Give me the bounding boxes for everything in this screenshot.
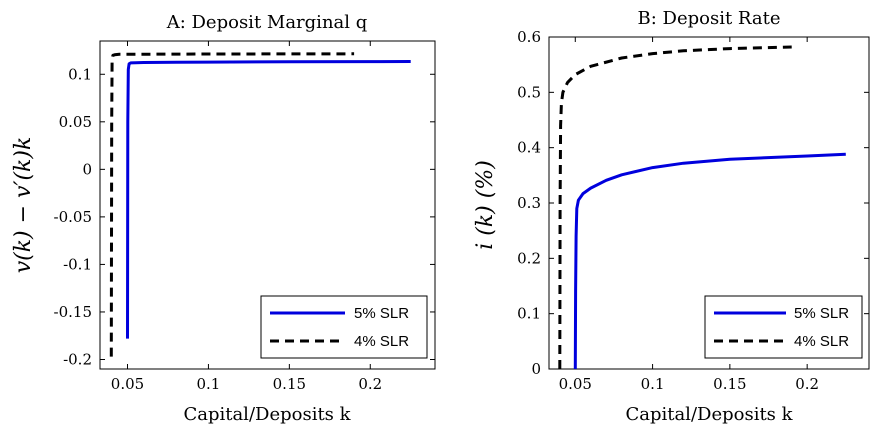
- panel-a-ytick-label: 0.05: [59, 113, 92, 131]
- panel-a-ytick-label: -0.1: [63, 255, 92, 273]
- panel-a-xtick-label: 0.1: [197, 375, 221, 393]
- panel-b-xtick-label: 0.15: [713, 375, 746, 393]
- panel-a-ytick-label: -0.05: [54, 208, 92, 226]
- panel-b-xlabel: Capital/Deposits k: [625, 404, 793, 425]
- panel-b-ytick-label: 0.3: [517, 194, 541, 212]
- panel-a-legend-box: [260, 295, 428, 359]
- panel-b-ytick-label: 0.4: [517, 139, 541, 157]
- panel-b-series-5slr: [573, 152, 846, 370]
- panel-a-ylabel: v(k) − v′(k)k: [11, 137, 36, 274]
- panel-b: 0.05 0.1 0.15 0.2 0 0.1 0.2 0.3 0.4 0.5 0.6 B: Dep…: [473, 8, 870, 425]
- panel-a-legend-label-5: 5% SLR: [354, 305, 409, 322]
- panel-a-ytick-label: 0: [82, 160, 92, 178]
- panel-a-series-4slr: [109, 52, 355, 357]
- panel-b-series-4slr: [558, 45, 792, 370]
- panel-a-legend: 5% SLR 4% SLR: [260, 295, 428, 359]
- panel-a-ytick-label: 0.1: [68, 65, 92, 83]
- panel-a: 0.05 0.1 0.15 0.2 -0.2 -0.15 -0.1 -0.05 0 0.05 0.1…: [11, 12, 436, 425]
- panel-a-xlabel: Capital/Deposits k: [183, 404, 351, 425]
- panel-a-xtick-label: 0.15: [273, 375, 306, 393]
- panel-a-series-5slr: [126, 60, 411, 339]
- panel-b-ticks: 0.05 0.1 0.15 0.2 0 0.1 0.2 0.3 0.4 0.5 0.6: [517, 28, 869, 393]
- panel-b-ytick-label: 0: [531, 360, 541, 378]
- panel-a-lines: [109, 52, 411, 357]
- panel-a-xtick-label: 0.2: [358, 375, 382, 393]
- panel-a-title: A: Deposit Marginal q: [166, 12, 368, 33]
- panel-b-ytick-label: 0.5: [517, 83, 541, 101]
- panel-b-ylabel: i (k) (%): [473, 160, 498, 250]
- panel-a-ytick-label: -0.15: [54, 303, 92, 321]
- panel-b-title: B: Deposit Rate: [638, 8, 781, 29]
- panel-b-xtick-label: 0.1: [641, 375, 665, 393]
- panel-a-xtick-label: 0.05: [111, 375, 144, 393]
- panel-b-xtick-label: 0.2: [795, 375, 819, 393]
- panel-b-ytick-label: 0.1: [517, 305, 541, 323]
- panel-b-legend-label-4: 4% SLR: [794, 333, 849, 350]
- panel-b-legend: 5% SLR 4% SLR: [704, 295, 863, 359]
- panel-b-ytick-label: 0.2: [517, 249, 541, 267]
- panel-a-ytick-label: -0.2: [63, 350, 92, 368]
- panel-b-xtick-label: 0.05: [559, 375, 592, 393]
- panel-b-legend-label-5: 5% SLR: [794, 305, 849, 322]
- panel-a-legend-label-4: 4% SLR: [354, 333, 409, 350]
- panel-b-lines: [558, 45, 846, 370]
- panel-a-ticks: 0.05 0.1 0.15 0.2 -0.2 -0.15 -0.1 -0.05 0 0.05 0.1: [54, 41, 435, 393]
- panel-b-legend-box: [704, 295, 863, 359]
- panel-b-ytick-label: 0.6: [517, 28, 541, 46]
